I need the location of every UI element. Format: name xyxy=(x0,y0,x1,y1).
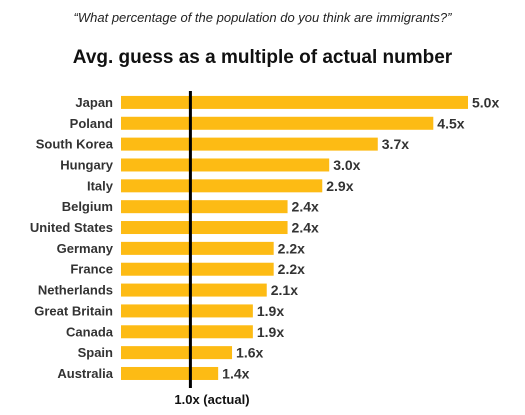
category-label: Germany xyxy=(57,241,114,256)
bar xyxy=(121,200,288,214)
value-label: 2.2x xyxy=(278,261,305,277)
bar xyxy=(121,95,468,109)
category-label: United States xyxy=(30,220,113,235)
bar xyxy=(121,179,323,193)
value-label: 4.5x xyxy=(437,115,464,131)
survey-question: “What percentage of the population do yo… xyxy=(73,10,452,25)
category-label: Australia xyxy=(57,366,113,381)
category-label: Japan xyxy=(75,95,113,110)
bar xyxy=(121,325,253,339)
value-label: 1.9x xyxy=(257,324,284,340)
category-label: Netherlands xyxy=(38,283,113,298)
bar xyxy=(121,366,219,380)
value-label: 2.2x xyxy=(278,240,305,256)
value-label: 3.0x xyxy=(333,157,360,173)
bar xyxy=(121,137,378,151)
value-label: 2.4x xyxy=(292,220,319,236)
chart-title: Avg. guess as a multiple of actual numbe… xyxy=(72,47,453,68)
value-label: 1.4x xyxy=(222,365,249,381)
bar xyxy=(121,116,434,130)
category-label: Italy xyxy=(87,178,114,193)
value-label: 2.9x xyxy=(326,178,353,194)
category-label: Great Britain xyxy=(34,303,113,318)
category-label: Spain xyxy=(78,345,113,360)
category-label: Hungary xyxy=(60,157,114,172)
bar xyxy=(121,346,233,360)
bar xyxy=(121,221,288,235)
value-label: 5.0x xyxy=(472,94,499,110)
value-label: 3.7x xyxy=(382,136,409,152)
category-label: France xyxy=(70,262,113,277)
bar xyxy=(121,241,274,255)
value-label: 2.1x xyxy=(271,282,298,298)
value-label: 1.6x xyxy=(236,345,263,361)
bar xyxy=(121,158,330,172)
bar xyxy=(121,262,274,276)
value-label: 1.9x xyxy=(257,303,284,319)
value-label: 2.4x xyxy=(292,199,319,215)
bar xyxy=(121,283,267,297)
bar xyxy=(121,304,253,318)
category-label: Belgium xyxy=(62,199,113,214)
category-label: South Korea xyxy=(36,137,114,152)
category-label: Poland xyxy=(70,116,113,131)
category-label: Canada xyxy=(66,324,114,339)
reference-line-label: 1.0x (actual) xyxy=(174,392,249,407)
